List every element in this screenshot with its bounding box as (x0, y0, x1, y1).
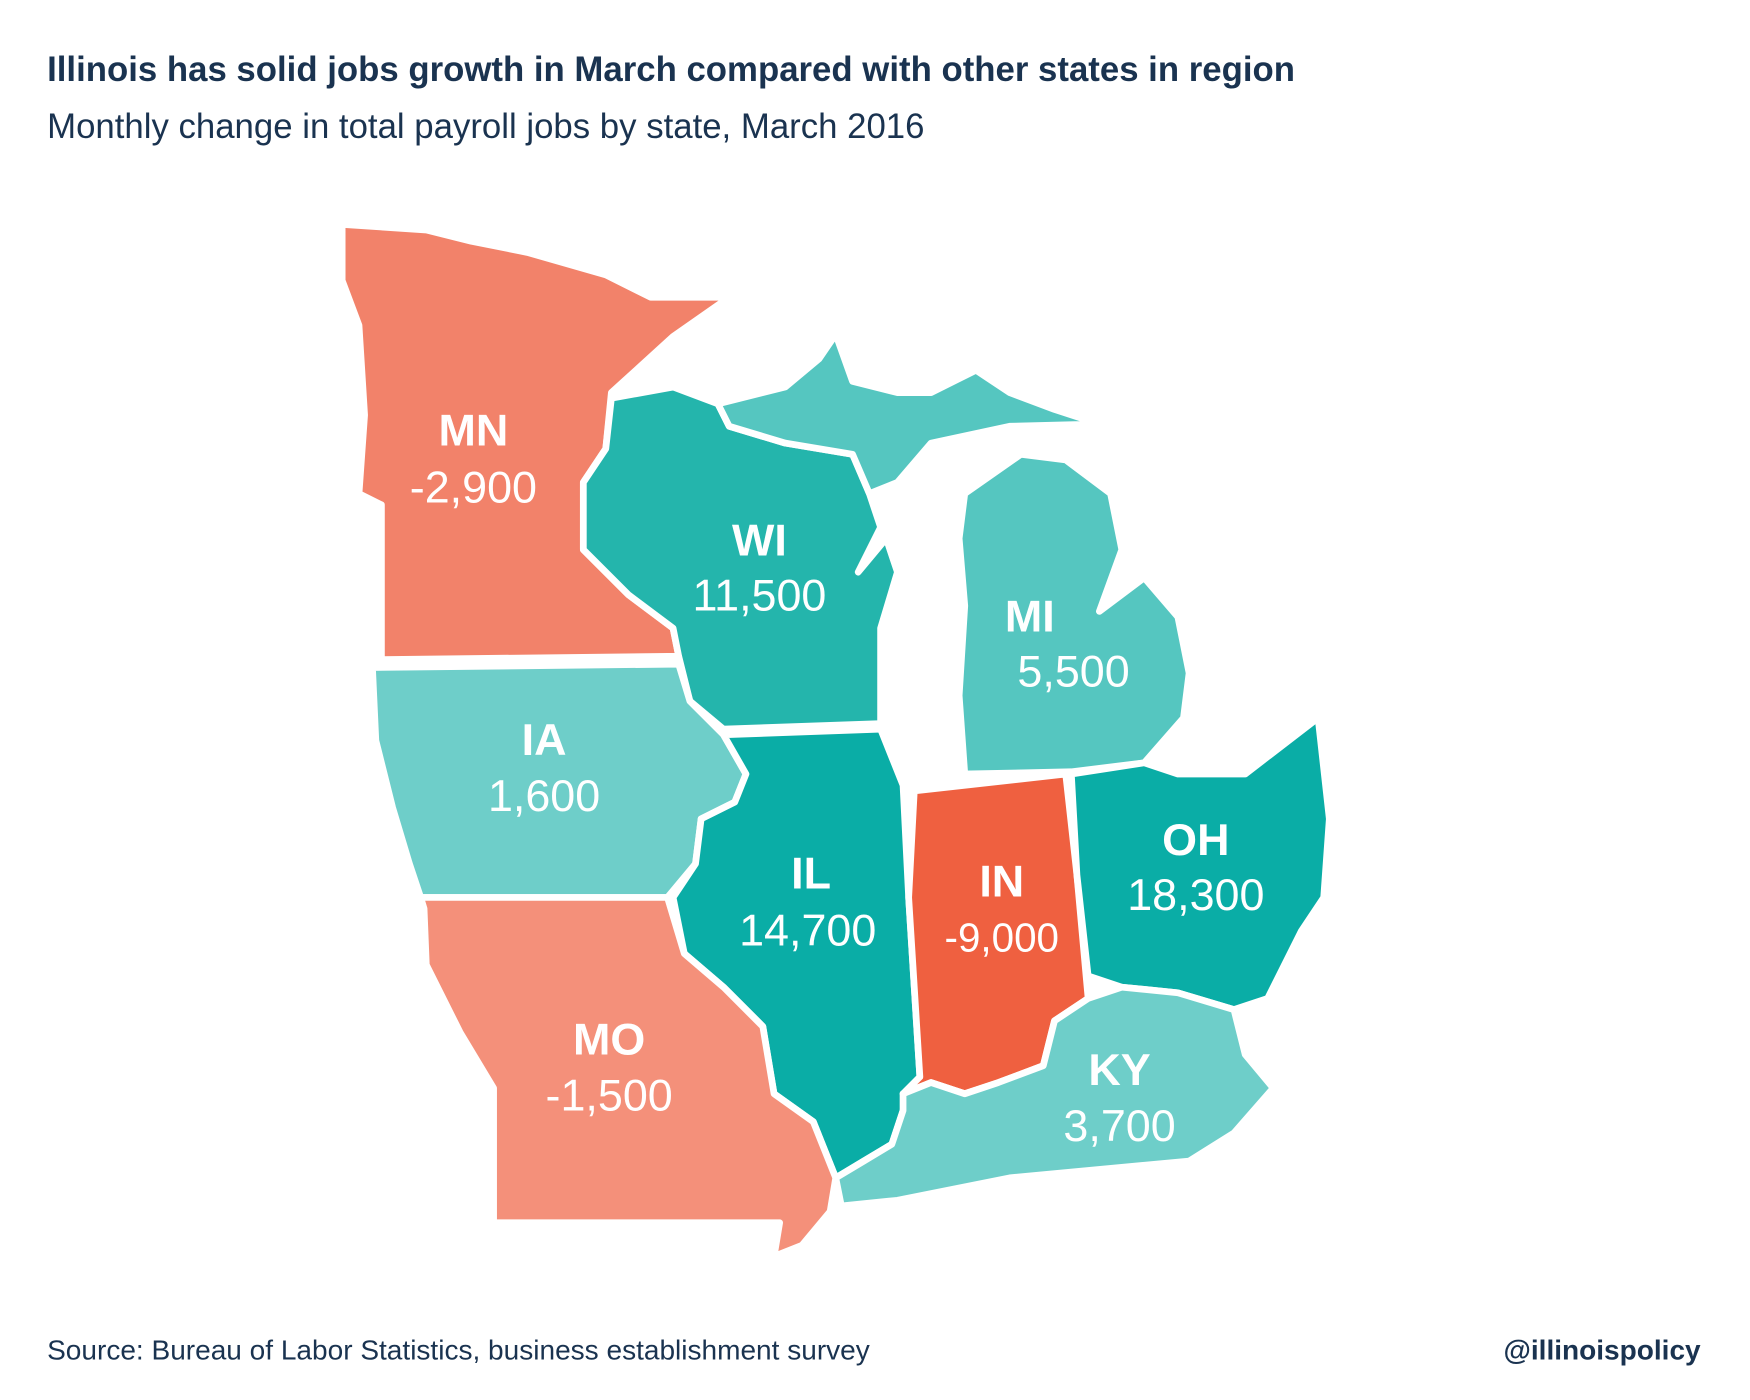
label-mn-abbr: MN (439, 404, 509, 455)
label-wi-abbr: WI (732, 514, 787, 565)
label-mn-value: -2,900 (410, 462, 537, 513)
label-il-value: 14,700 (739, 905, 876, 956)
state-mi (955, 450, 1193, 778)
label-mo-value: -1,500 (546, 1070, 673, 1121)
label-ia-abbr: IA (522, 714, 567, 765)
chart-title: Illinois has solid jobs growth in March … (47, 51, 1295, 89)
twitter-handle: @illinoispolicy (1504, 1335, 1702, 1366)
source-note: Source: Bureau of Labor Statistics, busi… (47, 1335, 870, 1366)
label-in-abbr: IN (979, 855, 1024, 906)
state-labels: MN -2,900 WI 11,500 MI 5,500 IA 1,600 IL… (410, 404, 1265, 1151)
state-mi-upper (714, 330, 1103, 497)
label-oh-value: 18,300 (1127, 869, 1264, 920)
state-ky (832, 983, 1277, 1210)
label-il-abbr: IL (791, 847, 831, 898)
chart-subtitle: Monthly change in total payroll jobs by … (47, 108, 924, 146)
label-ky-value: 3,700 (1063, 1100, 1175, 1151)
label-mi-value: 5,500 (1017, 646, 1129, 697)
label-ky-abbr: KY (1088, 1044, 1150, 1095)
label-mi-abbr: MI (1005, 591, 1055, 642)
label-ia-value: 1,600 (488, 770, 600, 821)
label-in-value: -9,000 (945, 914, 1059, 960)
label-wi-value: 11,500 (693, 569, 827, 620)
state-shapes (338, 220, 1333, 1260)
label-mo-abbr: MO (573, 1013, 645, 1064)
state-oh (1067, 714, 1333, 1013)
state-mo (417, 894, 840, 1260)
label-oh-abbr: OH (1162, 814, 1229, 865)
